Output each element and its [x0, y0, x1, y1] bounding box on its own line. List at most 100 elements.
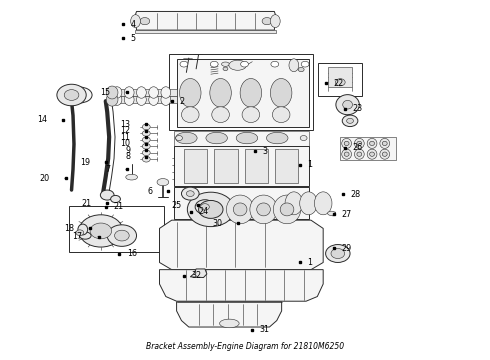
Ellipse shape — [64, 90, 79, 100]
Ellipse shape — [223, 67, 228, 71]
Ellipse shape — [161, 94, 171, 105]
Text: 30: 30 — [212, 219, 222, 228]
Ellipse shape — [273, 195, 301, 224]
Bar — [275, 149, 298, 183]
Ellipse shape — [143, 124, 150, 130]
Ellipse shape — [289, 59, 299, 72]
Text: 1: 1 — [308, 258, 313, 267]
Ellipse shape — [143, 143, 150, 149]
Ellipse shape — [270, 78, 292, 107]
Ellipse shape — [179, 78, 201, 107]
Bar — [176, 59, 309, 127]
Ellipse shape — [335, 79, 345, 86]
Ellipse shape — [79, 232, 91, 239]
Text: 32: 32 — [191, 271, 201, 280]
Text: 14: 14 — [37, 115, 47, 124]
Ellipse shape — [262, 18, 272, 25]
Ellipse shape — [200, 204, 209, 210]
Ellipse shape — [126, 174, 138, 180]
Text: 3: 3 — [262, 147, 267, 156]
Ellipse shape — [250, 195, 277, 224]
Ellipse shape — [143, 137, 150, 143]
Text: 11: 11 — [120, 133, 130, 142]
Ellipse shape — [344, 152, 349, 156]
Ellipse shape — [357, 152, 362, 156]
Ellipse shape — [271, 61, 279, 67]
Text: Bracket Assembly-Engine Diagram for 21810M6250: Bracket Assembly-Engine Diagram for 2181… — [146, 342, 344, 351]
Text: 21: 21 — [81, 199, 91, 208]
Polygon shape — [135, 31, 276, 33]
Ellipse shape — [229, 60, 246, 70]
Ellipse shape — [354, 138, 364, 148]
Ellipse shape — [382, 141, 387, 145]
Text: 2: 2 — [179, 96, 184, 105]
Ellipse shape — [342, 115, 358, 127]
Polygon shape — [176, 302, 282, 327]
Ellipse shape — [336, 95, 359, 115]
Text: 9: 9 — [125, 146, 130, 155]
Text: 12: 12 — [120, 126, 130, 135]
Text: 20: 20 — [39, 174, 49, 183]
Text: 26: 26 — [352, 143, 363, 152]
Text: 13: 13 — [120, 120, 130, 129]
Text: 25: 25 — [171, 201, 181, 210]
Ellipse shape — [221, 62, 229, 66]
Text: 23: 23 — [352, 104, 363, 113]
Ellipse shape — [236, 132, 258, 144]
Ellipse shape — [137, 94, 147, 105]
Ellipse shape — [301, 61, 309, 67]
Ellipse shape — [111, 195, 121, 203]
Ellipse shape — [149, 87, 159, 98]
Ellipse shape — [331, 248, 344, 258]
Ellipse shape — [124, 87, 134, 98]
Ellipse shape — [149, 94, 159, 105]
Ellipse shape — [137, 87, 147, 98]
Bar — [169, 54, 314, 130]
Ellipse shape — [76, 230, 84, 235]
Ellipse shape — [380, 138, 390, 148]
Ellipse shape — [100, 190, 114, 200]
Ellipse shape — [115, 230, 129, 241]
Text: 31: 31 — [260, 325, 270, 334]
Ellipse shape — [342, 138, 351, 148]
Ellipse shape — [343, 100, 352, 109]
Text: 22: 22 — [333, 79, 343, 88]
Text: 19: 19 — [80, 158, 90, 167]
Ellipse shape — [206, 132, 227, 144]
Bar — [174, 187, 309, 219]
Ellipse shape — [280, 203, 294, 216]
Ellipse shape — [112, 94, 122, 105]
Ellipse shape — [143, 156, 150, 162]
Ellipse shape — [226, 195, 254, 224]
Ellipse shape — [233, 203, 247, 216]
Text: 28: 28 — [350, 190, 360, 199]
Polygon shape — [190, 269, 207, 278]
Ellipse shape — [369, 141, 374, 145]
Ellipse shape — [285, 192, 303, 215]
Text: 6: 6 — [147, 187, 152, 196]
Ellipse shape — [195, 200, 215, 214]
Ellipse shape — [143, 131, 150, 136]
Ellipse shape — [78, 224, 88, 235]
Text: 17: 17 — [73, 232, 83, 241]
Ellipse shape — [241, 61, 248, 67]
Ellipse shape — [107, 225, 137, 246]
Ellipse shape — [354, 149, 364, 159]
Ellipse shape — [342, 149, 351, 159]
Text: 24: 24 — [198, 207, 209, 216]
Ellipse shape — [328, 211, 335, 216]
Bar — [318, 63, 362, 96]
Bar — [328, 67, 352, 87]
Ellipse shape — [267, 132, 288, 144]
Bar — [245, 149, 268, 183]
Ellipse shape — [143, 150, 150, 156]
Text: 16: 16 — [127, 249, 137, 258]
Text: 7: 7 — [105, 165, 111, 174]
Text: 4: 4 — [130, 19, 135, 28]
Ellipse shape — [68, 87, 92, 103]
Ellipse shape — [367, 138, 377, 148]
Ellipse shape — [175, 135, 182, 140]
Polygon shape — [159, 220, 323, 270]
Ellipse shape — [315, 192, 332, 215]
Ellipse shape — [175, 132, 197, 144]
